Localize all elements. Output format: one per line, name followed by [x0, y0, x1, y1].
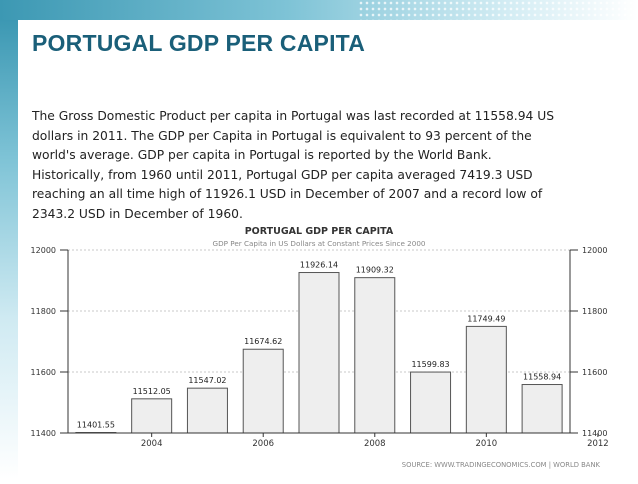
bar-value-label: 11512.05	[133, 387, 171, 396]
chart-source: SOURCE: WWW.TRADINGECONOMICS.COM | WORLD…	[402, 461, 601, 469]
bar-value-label: 11401.55	[77, 421, 115, 430]
bar-value-label: 11909.32	[356, 266, 394, 275]
bar-value-label: 11558.94	[523, 373, 561, 382]
bar-value-label: 11749.49	[467, 314, 505, 323]
x-tick-label: 2012	[587, 439, 609, 449]
chart-subtitle: GDP Per Capita in US Dollars at Constant…	[213, 239, 426, 248]
x-tick-label: 2006	[252, 439, 274, 449]
bar-value-label: 11547.02	[188, 376, 226, 385]
x-tick-label: 2008	[364, 439, 386, 449]
y-tick-label-right: 11600	[582, 368, 607, 377]
bar-value-label: 11926.14	[300, 261, 338, 270]
bar-value-label: 11674.62	[244, 337, 282, 346]
bar-value-label: 11599.83	[411, 360, 449, 369]
chart-bar	[522, 385, 562, 433]
top-dot-pattern	[358, 0, 638, 20]
y-tick-label-right: 12000	[582, 246, 607, 255]
chart-bar	[187, 388, 227, 433]
y-tick-label-right: 11400	[582, 429, 607, 438]
slide-description: The Gross Domestic Product per capita in…	[32, 107, 557, 225]
chart-bar	[355, 278, 395, 433]
y-tick-label-left: 11600	[31, 368, 56, 377]
gdp-chart-svg: PORTUGAL GDP PER CAPITA GDP Per Capita in…	[0, 222, 638, 479]
chart-bar	[466, 326, 506, 433]
y-tick-label-right: 11800	[582, 307, 607, 316]
y-tick-label-left: 11400	[31, 429, 56, 438]
chart-bar	[243, 349, 283, 433]
x-tick-label: 2004	[141, 439, 163, 449]
y-tick-label-left: 11800	[31, 307, 56, 316]
y-tick-label-left: 12000	[31, 246, 56, 255]
chart-bar	[411, 372, 451, 433]
chart-bar	[132, 399, 172, 433]
chart-title: PORTUGAL GDP PER CAPITA	[245, 226, 394, 237]
slide-title: PORTUGAL GDP PER CAPITA	[32, 28, 372, 58]
chart-bar	[299, 273, 339, 433]
x-tick-label: 2010	[476, 439, 498, 449]
gdp-chart: PORTUGAL GDP PER CAPITA GDP Per Capita in…	[0, 222, 638, 479]
